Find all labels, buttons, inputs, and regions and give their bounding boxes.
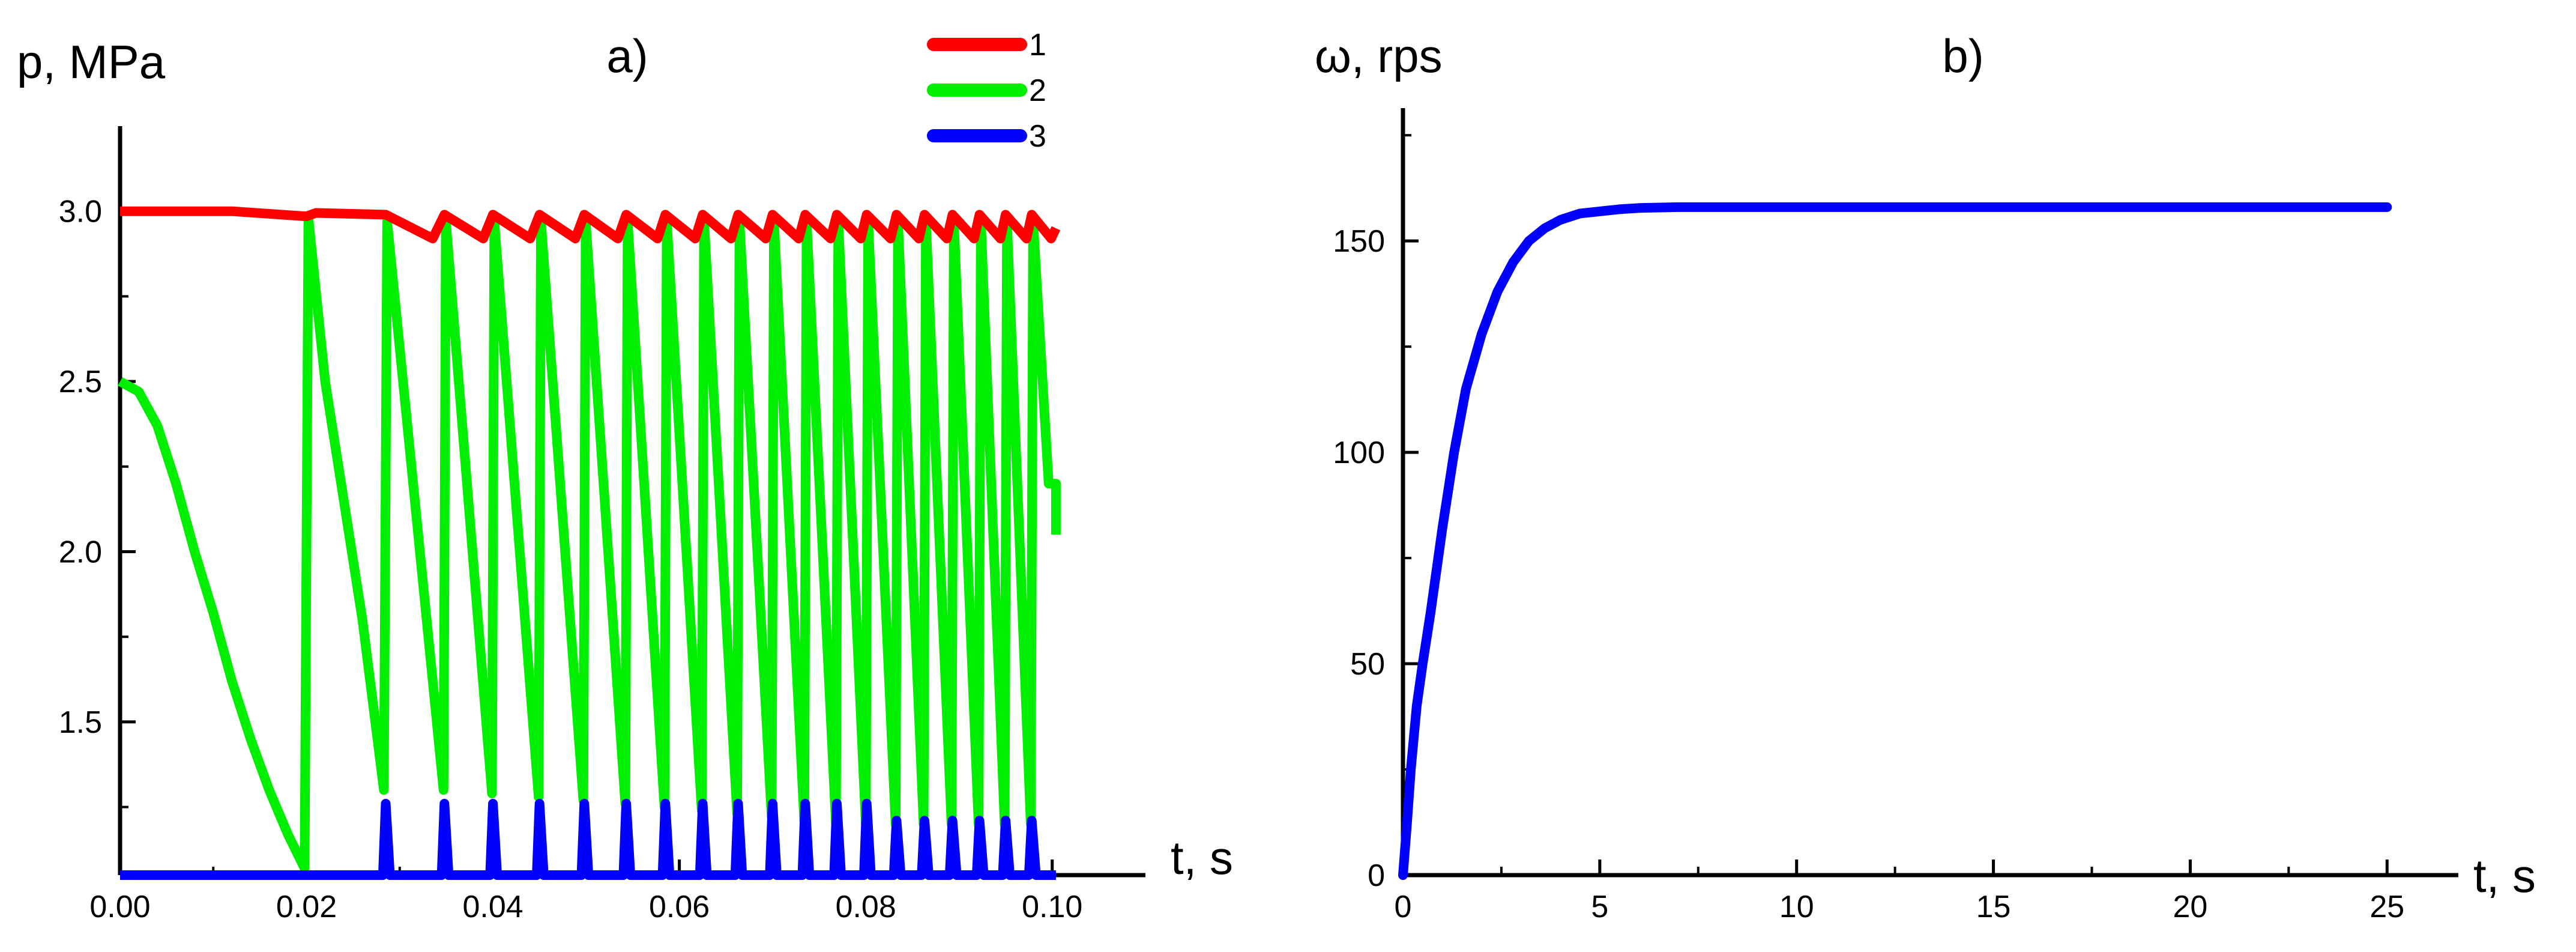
panel-a-x-axis-title: t, s (1171, 831, 1233, 884)
panel-b-ticks: 0 5 10 15 20 25 0 50 100 150 (1333, 134, 2404, 924)
panel-b-x-axis-title: t, s (2473, 849, 2536, 902)
panel-b-x-tick-label: 25 (2369, 890, 2404, 924)
panel-b-y-axis-title: ω, rps (1315, 29, 1443, 82)
panel-a-x-tick-label: 0.08 (836, 890, 896, 924)
panel-a-series (118, 206, 1061, 880)
panel-a-ticks: 0.00 0.02 0.04 0.06 0.08 0.10 1.5 2.0 2.5 3.0 (59, 195, 1083, 924)
panel-b-y-tick-label: 0 (1368, 858, 1385, 893)
panel-a-x-tick-label: 0.00 (89, 890, 150, 924)
panel-a-y-tick-label: 2.0 (59, 535, 102, 570)
panel-b-y-tick-label: 50 (1350, 647, 1385, 682)
panel-b-y-tick-label: 150 (1333, 224, 1385, 259)
panel-b-y-tick-label: 100 (1333, 435, 1385, 470)
panel-a-x-tick-label: 0.04 (462, 890, 523, 924)
legend-label-series-2: 2 (1029, 73, 1046, 108)
panel-b: b) ω, rps t, s 0 5 10 15 20 25 0 50 100 150 (1315, 29, 2536, 924)
series-1-line (120, 206, 1061, 244)
panel-a-y-tick-label: 1.5 (59, 705, 102, 740)
legend-label-series-3: 3 (1029, 119, 1046, 154)
panel-b-x-tick-label: 15 (1976, 890, 2011, 924)
panel-a-x-tick-label: 0.06 (649, 890, 710, 924)
panel-a: a) p, MPa t, s 1 2 3 0.00 0.02 0.04 0.06 0.0… (17, 28, 1233, 924)
panel-b-label: b) (1942, 29, 1983, 82)
series-2-line (118, 213, 1061, 873)
panel-a-x-tick-label: 0.10 (1022, 890, 1082, 924)
series-3-line (120, 799, 1056, 880)
panel-a-legend: 1 2 3 (927, 28, 1046, 154)
panel-a-x-tick-label: 0.02 (276, 890, 337, 924)
panel-a-y-axis-title: p, MPa (17, 35, 166, 88)
panel-b-series (1398, 202, 2392, 880)
panel-b-x-tick-label: 20 (2173, 890, 2208, 924)
panel-b-x-tick-label: 5 (1591, 890, 1608, 924)
legend-label-series-1: 1 (1029, 28, 1046, 62)
panel-a-y-tick-label: 2.5 (59, 365, 102, 399)
panel-b-x-tick-label: 0 (1395, 890, 1412, 924)
panel-a-label: a) (606, 29, 648, 82)
panel-b-axes (1401, 108, 2458, 878)
panel-a-y-tick-label: 3.0 (59, 195, 102, 229)
panel-b-x-tick-label: 10 (1779, 890, 1814, 924)
omega-series-line (1398, 202, 2392, 880)
